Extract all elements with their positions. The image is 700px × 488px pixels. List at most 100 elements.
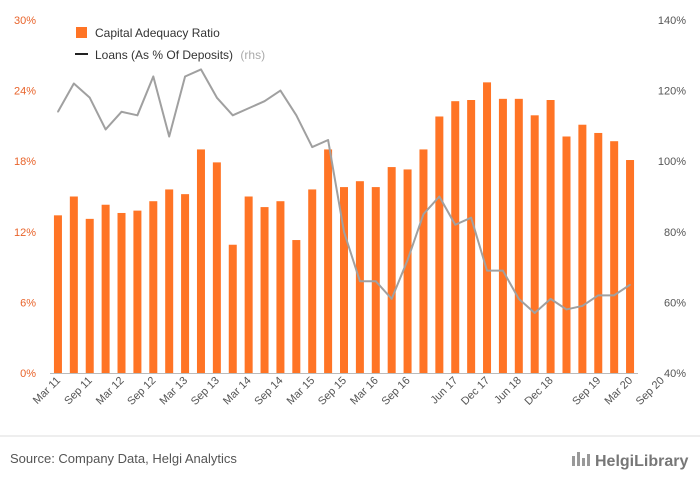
bar-capital-adequacy bbox=[228, 244, 237, 373]
line-point-loans-to-deposits bbox=[597, 294, 600, 297]
y-axis-right: 40% 60% 80% 100% 120% 140% bbox=[658, 15, 686, 380]
y-left-tick-label: 24% bbox=[14, 86, 36, 98]
legend-label-bar: Capital Adequacy Ratio bbox=[95, 26, 220, 40]
bar-capital-adequacy bbox=[292, 240, 301, 373]
line-point-loans-to-deposits bbox=[216, 96, 218, 99]
line-point-loans-to-deposits bbox=[231, 114, 234, 117]
line-point-loans-to-deposits bbox=[57, 110, 59, 113]
x-tick-label: Mar 16 bbox=[348, 375, 381, 408]
bar-capital-adequacy bbox=[610, 141, 619, 373]
line-point-loans-to-deposits bbox=[88, 96, 91, 99]
bar-capital-adequacy bbox=[244, 196, 253, 373]
bar-capital-adequacy bbox=[340, 187, 348, 373]
bar-capital-adequacy bbox=[419, 149, 428, 373]
x-tick-label: Sep 16 bbox=[380, 375, 413, 408]
bar-capital-adequacy bbox=[546, 100, 555, 373]
line-point-loans-to-deposits bbox=[438, 195, 441, 198]
line-point-loans-to-deposits bbox=[359, 280, 361, 283]
brand-text: HelgiLibrary bbox=[595, 453, 688, 470]
line-point-loans-to-deposits bbox=[422, 213, 425, 215]
legend: Capital Adequacy Ratio Loans (As % Of De… bbox=[75, 26, 265, 62]
line-series-loans-to-deposits bbox=[57, 68, 631, 314]
x-tick-label: Sep 12 bbox=[125, 375, 158, 408]
line-point-loans-to-deposits bbox=[629, 283, 631, 286]
line-point-loans-to-deposits bbox=[374, 280, 377, 283]
bar-capital-adequacy bbox=[467, 100, 476, 373]
svg-text:Loans (As % Of Deposits): Loans (As % Of Deposits) (rhs) bbox=[95, 48, 265, 62]
bar-capital-adequacy bbox=[387, 167, 396, 373]
legend-label-line-note: (rhs) bbox=[240, 48, 265, 62]
bar-capital-adequacy bbox=[101, 204, 110, 373]
line-point-loans-to-deposits bbox=[120, 110, 123, 113]
bar-capital-adequacy bbox=[498, 98, 507, 373]
y-left-tick-label: 6% bbox=[20, 297, 36, 309]
x-tick-label: Sep 15 bbox=[316, 375, 349, 408]
line-point-loans-to-deposits bbox=[247, 107, 250, 110]
bar-capital-adequacy bbox=[165, 189, 174, 373]
x-tick-label: Sep 20 bbox=[634, 375, 667, 408]
bar-capital-adequacy bbox=[181, 194, 190, 373]
line-point-loans-to-deposits bbox=[406, 259, 409, 261]
bar-capital-adequacy bbox=[355, 181, 364, 373]
bar-capital-adequacy bbox=[626, 160, 635, 373]
line-point-loans-to-deposits bbox=[184, 75, 186, 78]
line-point-loans-to-deposits bbox=[518, 298, 520, 300]
bar-capital-adequacy bbox=[69, 196, 78, 373]
bar-capital-adequacy bbox=[196, 149, 205, 373]
bar-capital-adequacy bbox=[562, 136, 571, 373]
bar-capital-adequacy bbox=[530, 115, 539, 373]
footer-source-text: Source: Company Data, Helgi Analytics bbox=[10, 451, 237, 466]
x-tick-label: Sep 14 bbox=[252, 375, 285, 408]
bar-capital-adequacy bbox=[117, 212, 126, 373]
bar-capital-adequacy bbox=[212, 162, 221, 373]
y-left-tick-label: 0% bbox=[20, 368, 36, 380]
bar-capital-adequacy bbox=[260, 207, 269, 373]
line-point-loans-to-deposits bbox=[533, 312, 536, 314]
x-tick-label: Sep 19 bbox=[570, 375, 603, 408]
x-tick-label: Mar 13 bbox=[157, 375, 190, 408]
legend-swatch-bar bbox=[76, 27, 87, 38]
line-point-loans-to-deposits bbox=[390, 298, 393, 300]
x-tick-label: Jun 17 bbox=[429, 375, 461, 407]
x-tick-label: Mar 14 bbox=[221, 375, 254, 408]
y-left-tick-label: 12% bbox=[14, 227, 36, 239]
y-axis-left: 0% 6% 12% 18% 24% 30% bbox=[14, 15, 36, 380]
bar-capital-adequacy bbox=[451, 101, 460, 373]
line-point-loans-to-deposits bbox=[581, 305, 584, 307]
y-right-tick-label: 60% bbox=[664, 297, 686, 309]
logo-icon bbox=[572, 452, 590, 466]
x-tick-label: Sep 13 bbox=[189, 375, 222, 408]
line-point-loans-to-deposits bbox=[311, 146, 314, 148]
line-point-loans-to-deposits bbox=[486, 269, 488, 272]
bar-capital-adequacy bbox=[308, 189, 317, 373]
bar-capital-adequacy bbox=[133, 210, 142, 373]
y-right-tick-label: 120% bbox=[658, 86, 686, 98]
bar-capital-adequacy bbox=[276, 201, 285, 373]
line-point-loans-to-deposits bbox=[613, 294, 615, 297]
x-tick-label: Dec 18 bbox=[523, 375, 556, 408]
bar-capital-adequacy bbox=[403, 169, 412, 373]
line-point-loans-to-deposits bbox=[279, 89, 282, 92]
line-point-loans-to-deposits bbox=[502, 269, 504, 272]
bar-capital-adequacy bbox=[514, 98, 523, 373]
x-tick-label: Mar 12 bbox=[94, 375, 127, 408]
x-tick-label: Sep 11 bbox=[62, 375, 95, 408]
bar-capital-adequacy bbox=[594, 132, 603, 373]
line-point-loans-to-deposits bbox=[152, 75, 155, 78]
line-point-loans-to-deposits bbox=[136, 114, 139, 117]
bar-capital-adequacy bbox=[324, 149, 333, 373]
x-tick-label: Jun 18 bbox=[492, 375, 524, 407]
x-tick-label: Mar 15 bbox=[285, 375, 318, 408]
y-left-tick-label: 30% bbox=[14, 15, 36, 27]
y-right-tick-label: 40% bbox=[664, 368, 686, 380]
legend-label-line: Loans (As % Of Deposits) bbox=[95, 48, 233, 62]
bar-series-capital-adequacy bbox=[53, 82, 635, 374]
bar-capital-adequacy bbox=[149, 201, 158, 373]
line-point-loans-to-deposits bbox=[343, 231, 345, 233]
line-point-loans-to-deposits bbox=[200, 68, 202, 71]
line-point-loans-to-deposits bbox=[327, 139, 329, 141]
bar-capital-adequacy bbox=[435, 116, 444, 374]
